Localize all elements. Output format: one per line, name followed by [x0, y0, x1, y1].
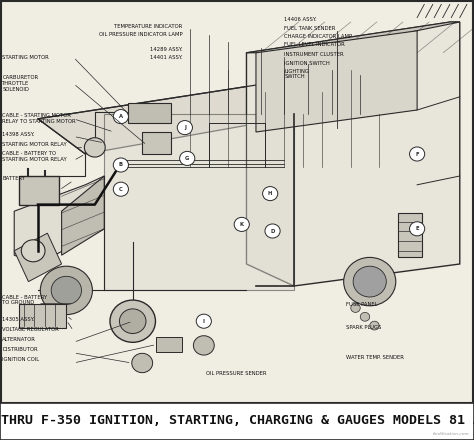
Bar	[19, 176, 59, 205]
Text: DISTRIBUTOR: DISTRIBUTOR	[2, 347, 38, 352]
Circle shape	[132, 353, 153, 373]
Circle shape	[360, 312, 370, 321]
Circle shape	[180, 151, 195, 165]
Text: ALTERNATOR: ALTERNATOR	[2, 337, 36, 342]
Circle shape	[410, 222, 425, 236]
Circle shape	[119, 309, 146, 334]
Text: CHARGE INDICATOR LAMP: CHARGE INDICATOR LAMP	[284, 34, 353, 39]
Polygon shape	[62, 176, 104, 255]
Bar	[128, 103, 171, 123]
Circle shape	[193, 336, 214, 355]
Text: D: D	[270, 228, 275, 234]
Circle shape	[353, 266, 386, 297]
Text: STARTING MOTOR: STARTING MOTOR	[2, 55, 49, 60]
Text: IGNITION COIL: IGNITION COIL	[2, 357, 39, 363]
Text: INSTRUMENT CLUSTER: INSTRUMENT CLUSTER	[284, 52, 344, 57]
Circle shape	[40, 266, 92, 315]
Text: CABLE - STARTING MOTOR
RELAY TO STARTING MOTOR: CABLE - STARTING MOTOR RELAY TO STARTING…	[2, 114, 76, 124]
Circle shape	[410, 147, 425, 161]
Text: A: A	[119, 114, 123, 119]
Bar	[19, 304, 66, 328]
Text: C: C	[119, 187, 123, 192]
Circle shape	[196, 314, 211, 328]
Circle shape	[370, 321, 379, 330]
Polygon shape	[246, 22, 460, 53]
Text: STARTING MOTOR RELAY: STARTING MOTOR RELAY	[2, 142, 67, 147]
Bar	[398, 213, 422, 257]
Text: F: F	[415, 151, 419, 157]
Circle shape	[84, 138, 105, 157]
Text: SPARK PLUGS: SPARK PLUGS	[346, 325, 382, 330]
Text: H: H	[268, 191, 273, 196]
Circle shape	[110, 300, 155, 342]
Text: LIGHTING
SWITCH: LIGHTING SWITCH	[284, 69, 309, 79]
Circle shape	[113, 110, 128, 124]
Polygon shape	[14, 233, 62, 282]
Bar	[142, 132, 171, 154]
Text: VOLTAGE REGULATOR: VOLTAGE REGULATOR	[2, 326, 59, 332]
Polygon shape	[246, 22, 460, 286]
Circle shape	[113, 182, 128, 196]
Text: CABLE - BATTERY
TO GROUND: CABLE - BATTERY TO GROUND	[2, 295, 47, 305]
Bar	[0, 403, 474, 440]
Text: WATER TEMP. SENDER: WATER TEMP. SENDER	[346, 355, 404, 360]
Text: 14305 ASSY.: 14305 ASSY.	[2, 317, 35, 323]
Text: J: J	[184, 125, 186, 130]
Text: fordification.com: fordification.com	[433, 433, 469, 436]
Text: K: K	[240, 222, 244, 227]
Text: G: G	[185, 156, 190, 161]
Text: FUEL TANK SENDER: FUEL TANK SENDER	[284, 26, 336, 31]
Text: IGNITION SWITCH: IGNITION SWITCH	[284, 61, 330, 66]
Circle shape	[234, 217, 249, 231]
Text: I: I	[203, 319, 205, 324]
Text: TEMPERATURE INDICATOR: TEMPERATURE INDICATOR	[114, 24, 182, 29]
Text: E: E	[415, 226, 419, 231]
Text: 14398 ASSY.: 14398 ASSY.	[2, 132, 35, 137]
Circle shape	[351, 304, 360, 312]
Text: FUSE PANEL: FUSE PANEL	[346, 302, 377, 307]
Polygon shape	[38, 79, 308, 154]
Text: CABLE - BATTERY TO
STARTING MOTOR RELAY: CABLE - BATTERY TO STARTING MOTOR RELAY	[2, 151, 67, 161]
Circle shape	[344, 257, 396, 306]
Polygon shape	[14, 176, 104, 264]
Text: OIL PRESSURE INDICATOR LAMP: OIL PRESSURE INDICATOR LAMP	[99, 32, 182, 37]
Circle shape	[177, 121, 192, 135]
Polygon shape	[104, 114, 294, 290]
Circle shape	[265, 224, 280, 238]
Text: F-100 THRU F-350 IGNITION, STARTING, CHARGING & GAUGES MODELS 81 AND 85: F-100 THRU F-350 IGNITION, STARTING, CHA…	[0, 414, 474, 427]
Text: BATTERY: BATTERY	[2, 176, 26, 181]
Text: 14289 ASSY.: 14289 ASSY.	[150, 47, 182, 52]
Text: CARBURETOR
THROTTLE
SOLENOID: CARBURETOR THROTTLE SOLENOID	[2, 75, 38, 92]
Text: FUEL LEVEL INDICATOR: FUEL LEVEL INDICATOR	[284, 42, 345, 48]
Polygon shape	[256, 31, 417, 132]
Bar	[156, 337, 182, 352]
Text: 14401 ASSY.: 14401 ASSY.	[150, 55, 182, 60]
Text: OIL PRESSURE SENDER: OIL PRESSURE SENDER	[206, 370, 267, 376]
Circle shape	[21, 240, 45, 262]
Text: 14406 ASSY.: 14406 ASSY.	[284, 17, 317, 22]
Circle shape	[113, 158, 128, 172]
Circle shape	[263, 187, 278, 201]
Text: B: B	[119, 162, 123, 168]
Circle shape	[51, 276, 82, 304]
